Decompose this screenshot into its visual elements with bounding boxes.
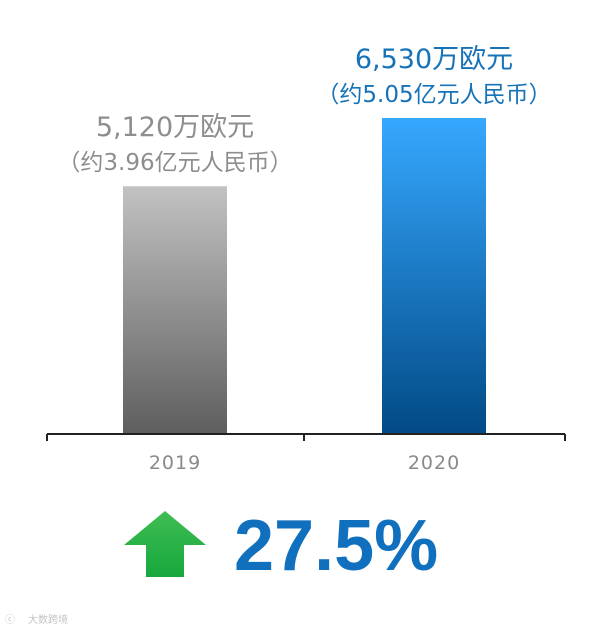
growth-percentage: 27.5% xyxy=(234,506,438,586)
bar-2020 xyxy=(382,118,486,434)
data-label-sub-2019: （约3.96亿元人民币） xyxy=(57,150,292,176)
data-label-main-2020: 6,530万欧元 xyxy=(355,44,513,75)
data-label-main-2019: 5,120万欧元 xyxy=(96,112,254,143)
growth-indicator: 27.5% xyxy=(124,506,438,586)
watermark-icon: ⓒ xyxy=(5,614,15,626)
watermark: ⓒ 大数跨境 xyxy=(5,613,68,626)
watermark-text: 大数跨境 xyxy=(28,613,68,626)
x-tick-label-2020: 2020 xyxy=(408,452,460,474)
x-tick-label-2019: 2019 xyxy=(149,452,201,474)
arrow-up-icon xyxy=(124,511,206,577)
bar-2019 xyxy=(123,186,227,434)
data-label-sub-2020: （约5.05亿元人民币） xyxy=(316,82,551,108)
